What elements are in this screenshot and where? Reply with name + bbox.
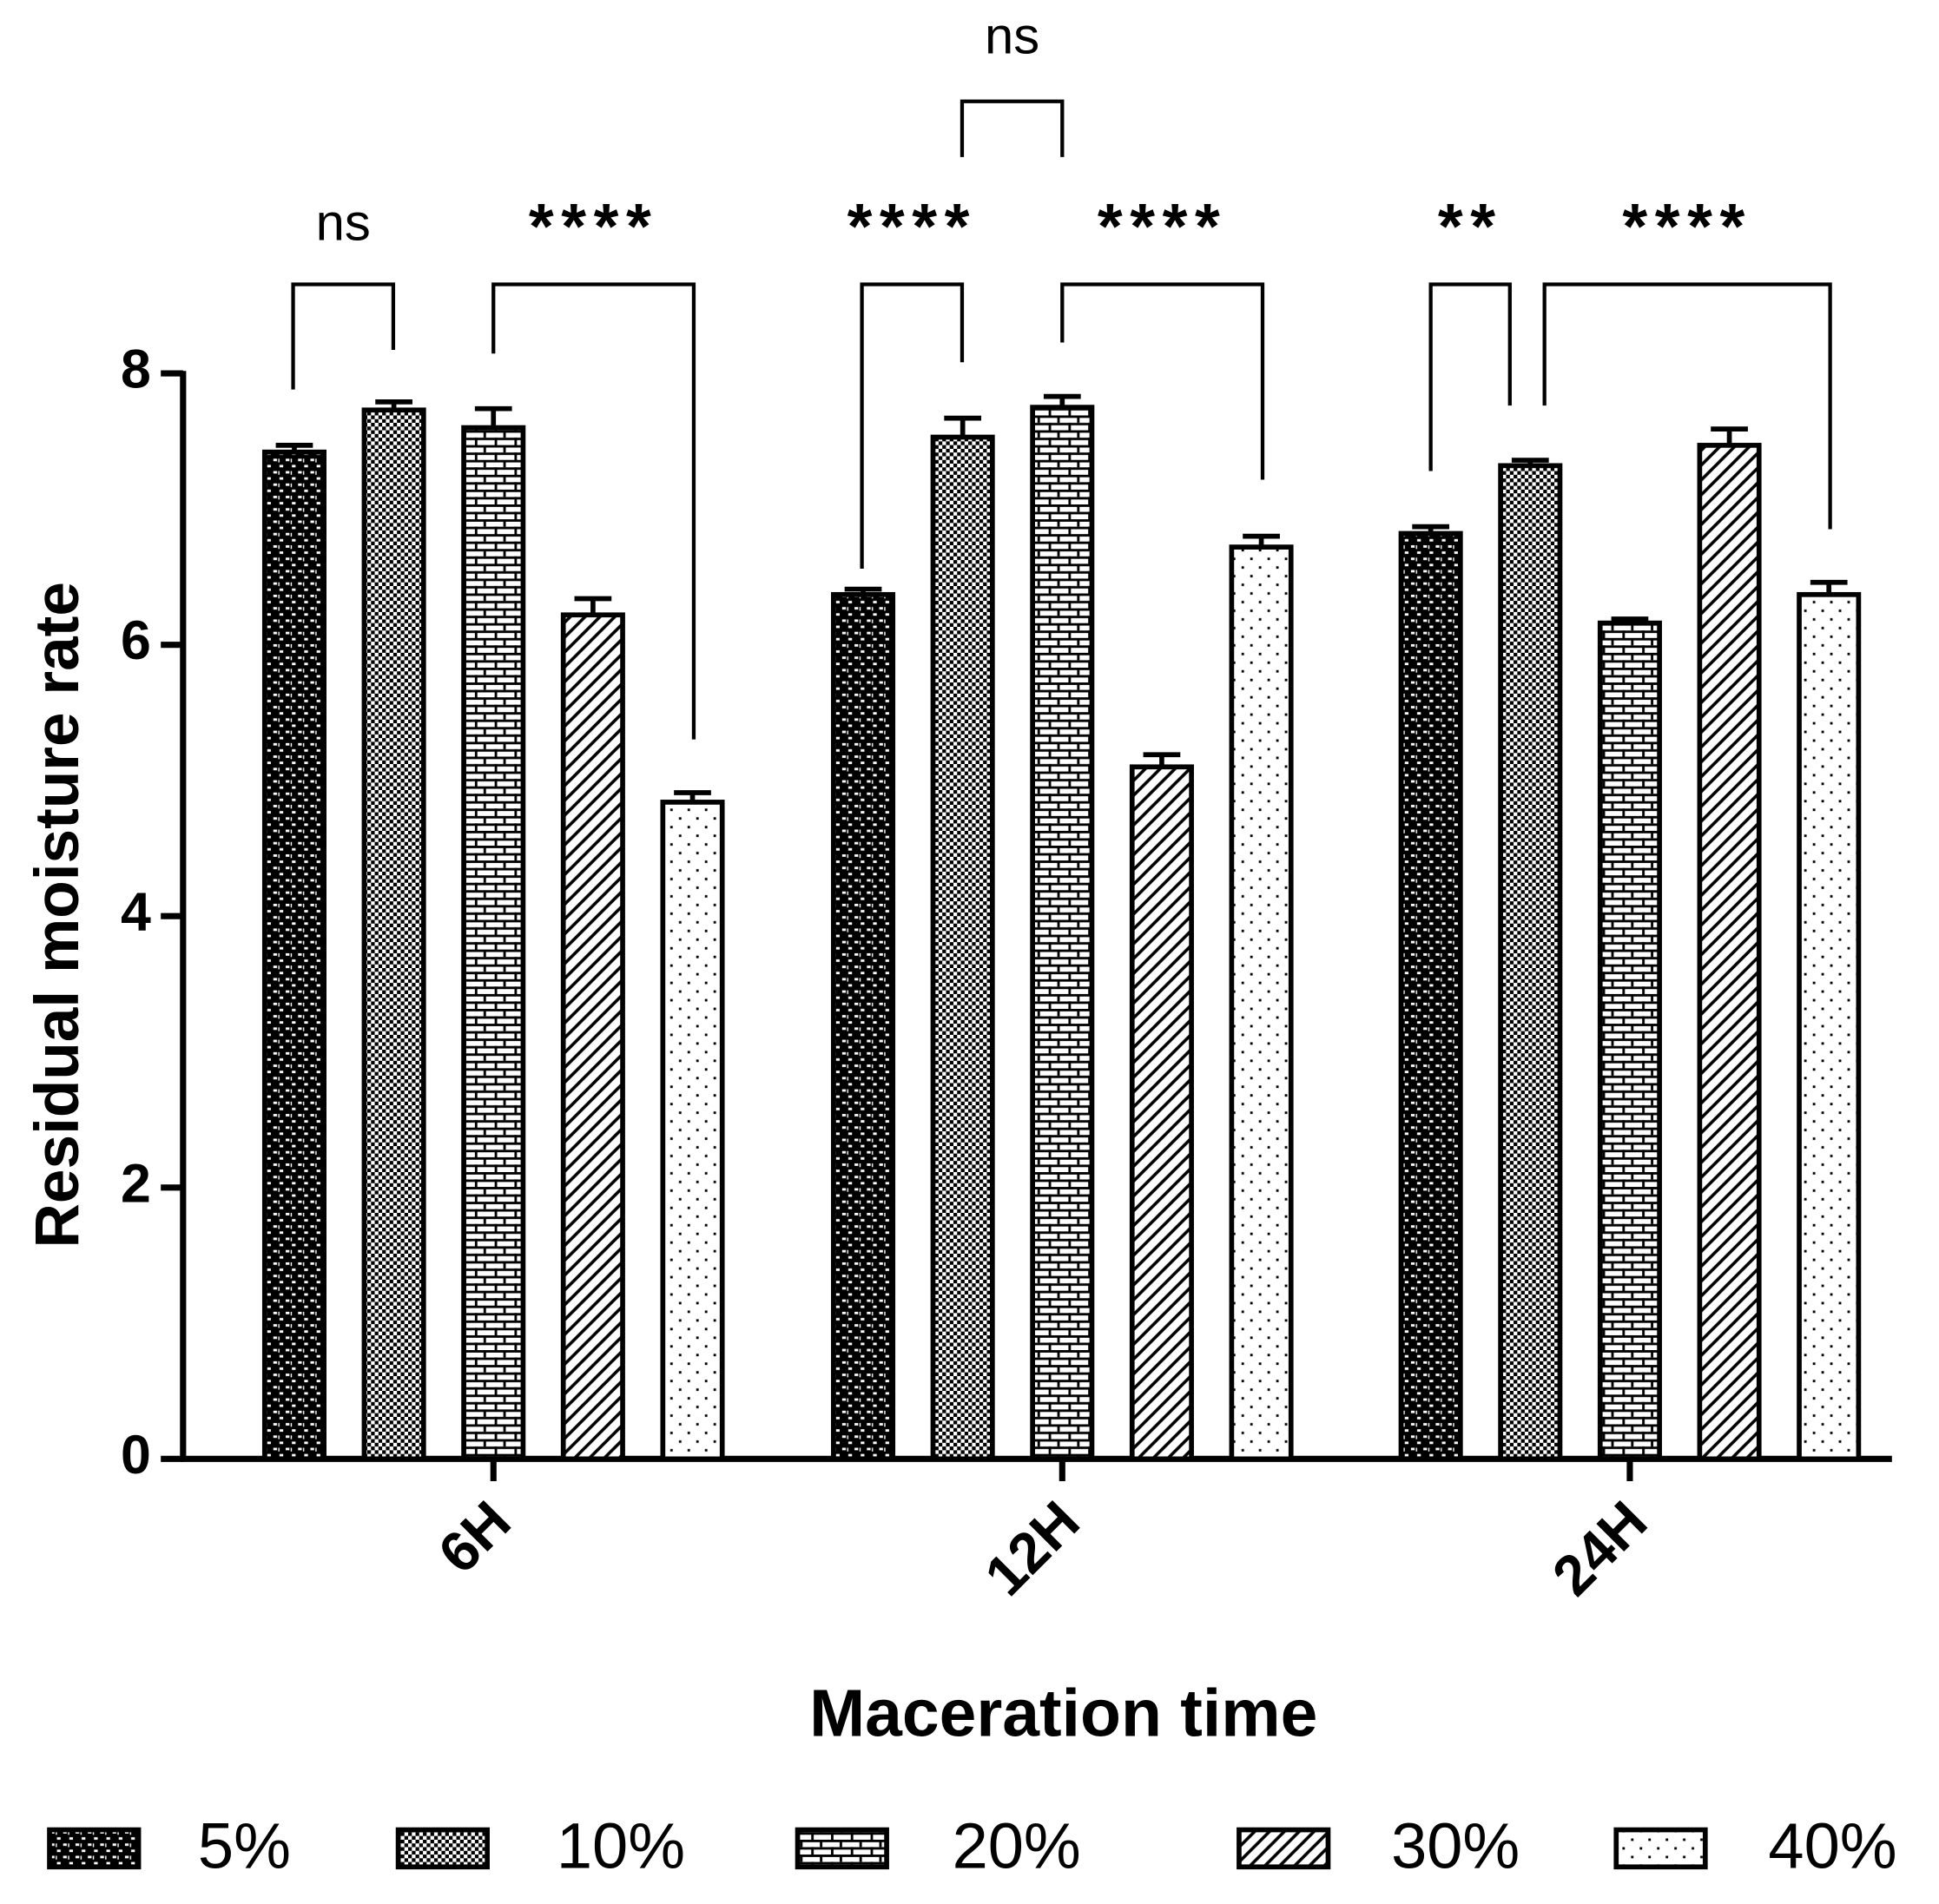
x-tick-label: 24H <box>1540 1489 1659 1608</box>
bar <box>1697 443 1762 1462</box>
significance-bracket <box>960 99 1065 157</box>
bar <box>1398 530 1463 1462</box>
x-tick-label: 12H <box>973 1489 1092 1608</box>
significance-bracket <box>1060 282 1265 480</box>
significance-label: **** <box>529 190 658 262</box>
bar <box>461 425 526 1462</box>
legend-label: 10% <box>557 1809 685 1881</box>
significance-bracket <box>860 282 965 570</box>
bar <box>361 407 426 1462</box>
legend-label: 5% <box>198 1809 291 1881</box>
legend-label: 30% <box>1391 1809 1520 1881</box>
y-tick-label: 6 <box>121 610 151 671</box>
significance-label: **** <box>1098 190 1227 262</box>
y-tick-label: 2 <box>121 1153 151 1214</box>
bar <box>560 612 625 1462</box>
significance-bracket <box>291 282 396 390</box>
significance-bracket <box>1542 282 1832 530</box>
bar <box>1030 405 1095 1462</box>
bar <box>1597 620 1662 1462</box>
significance-label: ns <box>985 6 1039 64</box>
bar <box>1797 591 1862 1462</box>
bar <box>1129 764 1194 1462</box>
y-tick-label: 4 <box>121 882 151 943</box>
legend-swatch <box>1237 1827 1331 1870</box>
significance-label: **** <box>847 190 977 262</box>
bar <box>1498 463 1563 1462</box>
significance-bracket <box>1428 282 1512 471</box>
significance-label: **** <box>1622 190 1751 262</box>
significance-label: ** <box>1438 190 1503 262</box>
legend-swatch <box>47 1827 142 1870</box>
y-axis-title: Residual moisture rate <box>23 582 92 1248</box>
significance-bracket <box>491 282 696 740</box>
bar <box>831 591 896 1462</box>
legend-swatch <box>1613 1827 1708 1870</box>
y-tick-label: 8 <box>121 339 151 400</box>
legend-label: 40% <box>1768 1809 1896 1881</box>
bar <box>660 800 725 1462</box>
legend-swatch <box>795 1827 889 1870</box>
y-tick-label: 0 <box>121 1425 151 1486</box>
bar <box>1229 544 1294 1462</box>
x-axis-title: Maceration time <box>809 1677 1317 1751</box>
x-tick-label: 6H <box>426 1489 523 1585</box>
legend-label: 20% <box>953 1809 1081 1881</box>
significance-label: ns <box>316 193 371 251</box>
legend-swatch <box>395 1827 490 1870</box>
bar <box>930 434 995 1462</box>
bar <box>261 449 327 1462</box>
